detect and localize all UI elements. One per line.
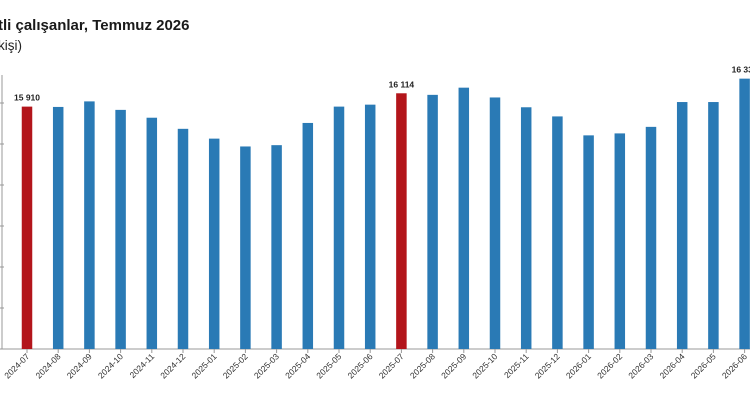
x-tick-label-2026-02: 2026-02 [595, 351, 624, 380]
data-label-2024-07: 15 910 [14, 93, 40, 103]
bar-2026-01 [583, 135, 594, 349]
bar-2024-11 [146, 117, 158, 349]
bar-2024-09 [84, 101, 95, 350]
bar-2026-04 [676, 102, 688, 349]
x-tick-label-2024-12: 2024-12 [158, 351, 187, 380]
bar-2025-11 [520, 107, 532, 350]
x-tick-label-2025-09: 2025-09 [439, 351, 468, 380]
bar-2025-08 [427, 94, 438, 349]
x-tick-label-2026-05: 2026-05 [689, 351, 718, 380]
x-tick-label-2026-04: 2026-04 [657, 351, 686, 380]
bar-2026-02 [614, 133, 626, 349]
x-tick-label-2025-04: 2025-04 [283, 351, 312, 380]
bar-2026-05 [708, 102, 719, 349]
x-tick-label-2024-10: 2024-10 [96, 351, 125, 380]
x-tick-label-2025-01: 2025-01 [189, 351, 218, 380]
x-tick-label-2026-03: 2026-03 [626, 351, 655, 380]
bar-2025-03 [271, 145, 282, 349]
bar-2026-03 [645, 126, 657, 349]
bar-2025-01 [208, 138, 220, 349]
x-tick-label-2025-02: 2025-02 [221, 351, 250, 380]
x-tick-label-2025-03: 2025-03 [252, 351, 281, 380]
bar-2024-08 [52, 106, 64, 349]
data-label-2025-07: 16 114 [389, 79, 415, 89]
bar-2025-10 [489, 97, 501, 349]
x-tick-label-2025-05: 2025-05 [314, 351, 343, 380]
chart-title: tli çalışanlar, Temmuz 2026 [0, 17, 190, 34]
bar-2025-02 [240, 146, 251, 349]
bar-2026-06 [739, 78, 750, 349]
bar-2025-12 [552, 116, 563, 349]
x-tick-label-2024-07: 2024-07 [2, 351, 31, 380]
x-tick-label-2025-10: 2025-10 [470, 351, 499, 380]
bar-2025-06 [364, 104, 376, 349]
x-tick-label-2024-09: 2024-09 [65, 351, 94, 380]
x-tick-label-2025-08: 2025-08 [408, 351, 437, 380]
x-tick-label-2025-12: 2025-12 [533, 351, 562, 380]
bar-2024-10 [115, 109, 126, 349]
bar-2025-05 [333, 106, 345, 349]
x-tick-label-2026-06: 2026-06 [720, 351, 749, 380]
bar-2025-04 [302, 122, 314, 350]
bar-2024-07 [21, 106, 33, 349]
y-axis-unit-label: kişi) [0, 38, 22, 53]
x-tick-label-2024-11: 2024-11 [128, 351, 157, 380]
x-tick-label-2025-06: 2025-06 [345, 351, 374, 380]
bar-2025-09 [458, 87, 470, 350]
x-tick-label-2025-07: 2025-07 [377, 351, 406, 380]
bar-2024-12 [177, 128, 189, 349]
bar-2025-07 [396, 93, 407, 349]
x-tick-label-2025-11: 2025-11 [502, 351, 531, 380]
x-tick-label-2024-08: 2024-08 [33, 351, 62, 380]
x-tick-label-2026-01: 2026-01 [564, 351, 593, 380]
data-label-2026-06: 16 338 [732, 65, 750, 75]
